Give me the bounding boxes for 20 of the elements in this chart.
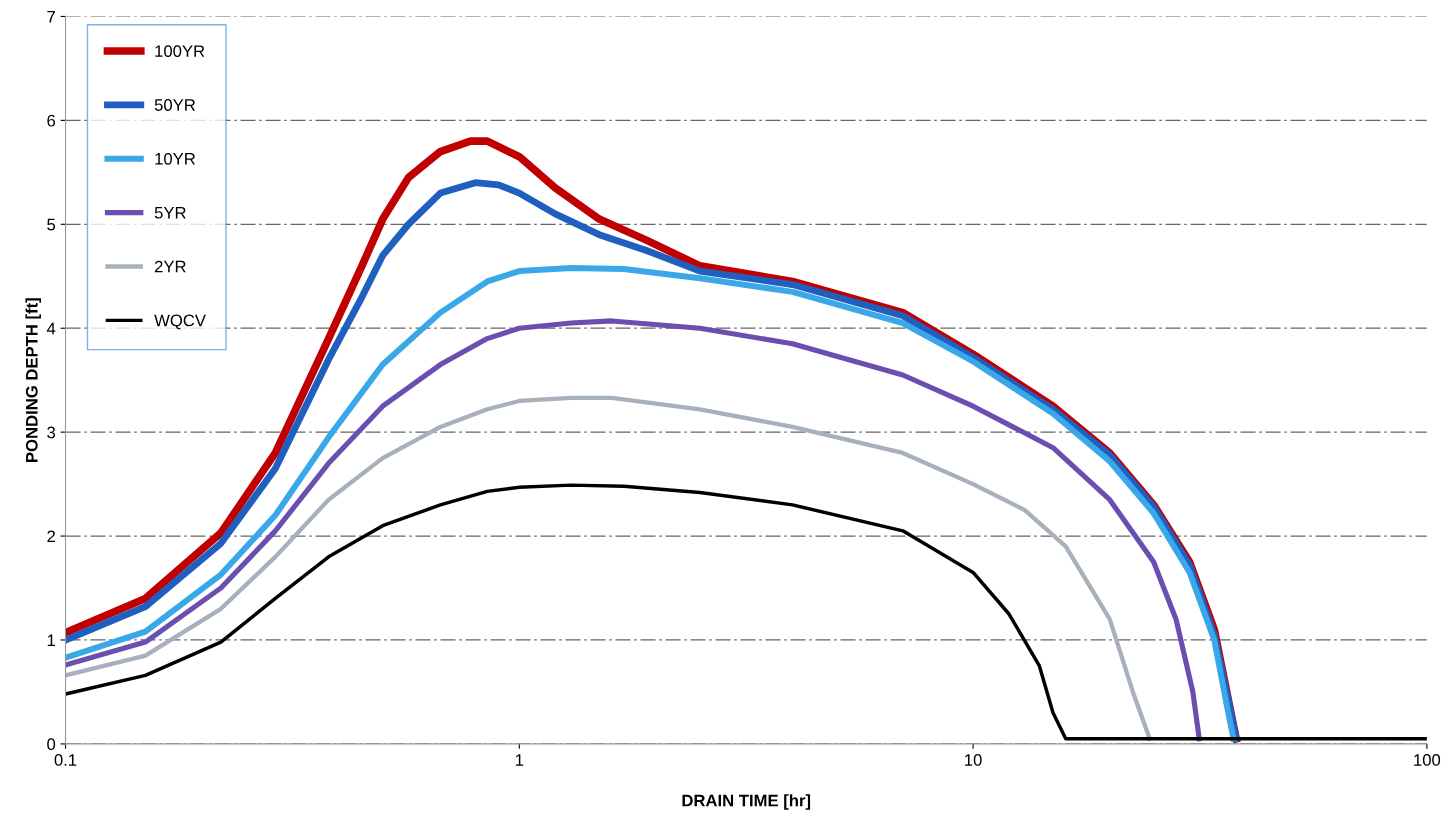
x-tick-label: 0.1 [54,754,77,766]
y-tick-label: 4 [46,322,56,335]
legend-label: 2YR [154,260,186,273]
x-tick-label: 10 [965,754,982,766]
y-axis-title: PONDING DEPTH [ft] [25,298,41,462]
legend-label: 100YR [155,45,205,58]
y-tick-label: 7 [47,11,55,23]
x-tick-label: 1 [515,754,524,766]
y-tick-label: 1 [47,634,55,647]
y-tick-label: 6 [47,114,56,127]
legend-label: 50YR [154,99,196,111]
y-tick-label: 3 [47,426,56,439]
y-tick-label: 5 [47,218,56,231]
y-tick-label: 0 [47,738,56,751]
y-tick-label: 2 [47,530,55,543]
x-axis-title: DRAIN TIME [hr] [682,794,811,810]
x-tick-label: 100 [1414,754,1441,766]
legend-label: 10YR [155,152,196,165]
legend-label: WQCV [154,314,206,330]
legend-label: 5YR [154,206,186,219]
